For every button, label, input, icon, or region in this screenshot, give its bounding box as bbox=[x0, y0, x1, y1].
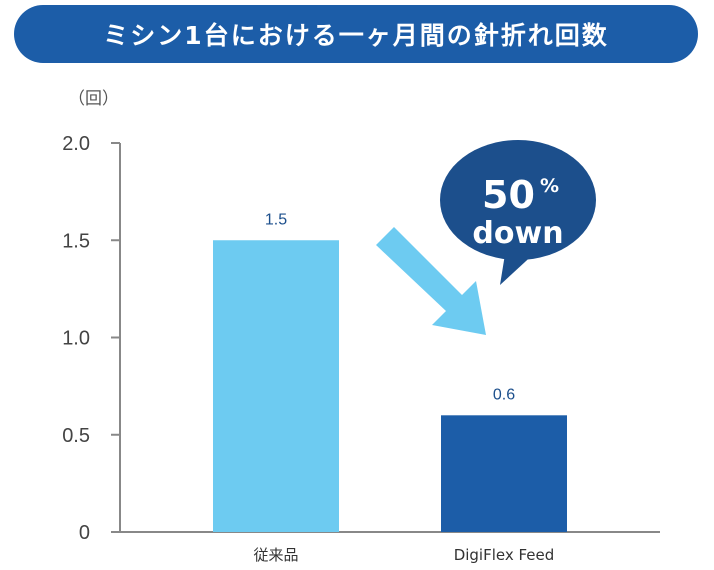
callout-value: 50 bbox=[482, 173, 535, 217]
y-tick-label: 1.5 bbox=[62, 230, 90, 252]
decrease-arrow-icon bbox=[376, 227, 486, 335]
callout-text: down bbox=[472, 216, 563, 251]
bar-1 bbox=[441, 415, 567, 532]
callout-unit: % bbox=[540, 175, 559, 197]
chart-title: ミシン1台における一ヶ月間の針折れ回数 bbox=[103, 21, 609, 50]
title-banner: ミシン1台における一ヶ月間の針折れ回数 bbox=[14, 5, 698, 63]
bar-0 bbox=[213, 240, 339, 532]
x-category-label-0: 従来品 bbox=[253, 546, 298, 564]
data-label-1: 0.6 bbox=[493, 386, 515, 403]
y-tick-label: 1.0 bbox=[62, 328, 90, 350]
y-tick-label: 0.5 bbox=[62, 425, 90, 447]
y-tick-label: 0 bbox=[79, 522, 90, 544]
callout-bubble: 50 % down bbox=[440, 140, 596, 285]
y-tick-label: 2.0 bbox=[62, 133, 90, 155]
x-category-label-1: DigiFlex Feed bbox=[454, 546, 555, 564]
y-axis-unit-label: （回） bbox=[68, 89, 119, 109]
data-label-0: 1.5 bbox=[265, 211, 287, 228]
